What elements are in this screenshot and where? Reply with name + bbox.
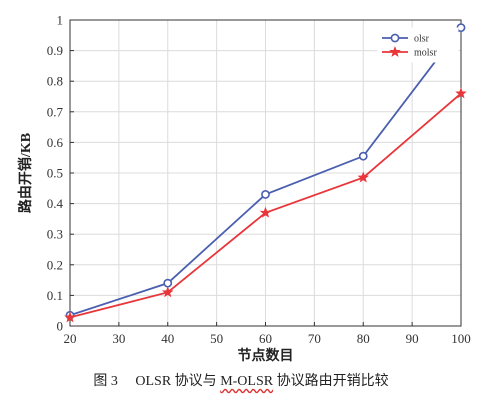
legend-swatch-marker: [390, 33, 400, 43]
x-tick-label: 60: [259, 331, 272, 346]
figure-caption: 图 3 OLSR 协议与 M-OLSR 协议路由开销比较: [0, 370, 482, 390]
series: [64, 23, 467, 323]
legend-label: olsr: [414, 34, 430, 45]
y-tick-label: 0.5: [47, 166, 63, 181]
axis-ticks: 20 30 40 50 60 70 80 90 100 0 0.1 0.2 0.3 0.4 0.5 0.6 0.…: [47, 13, 471, 347]
legend-box: [377, 27, 459, 63]
x-tick-label: 100: [451, 331, 471, 346]
y-tick-label: 0.3: [47, 227, 63, 242]
caption-text-part-2: M-OLSR: [220, 374, 274, 389]
x-tick-label: 40: [161, 331, 174, 346]
x-tick-label: 20: [64, 331, 77, 346]
data-point-olsr: [261, 190, 270, 199]
caption-text-part-3: 协议路由开销比较: [273, 374, 389, 389]
data-point-olsr: [163, 278, 173, 288]
y-tick-label: 0.1: [47, 288, 63, 303]
y-tick-label: 0.8: [47, 74, 63, 89]
y-tick-label: 0.4: [47, 196, 64, 211]
legend-item-olsr: olsr: [382, 34, 430, 45]
y-tick-label: 0.9: [47, 43, 63, 58]
legend-swatch-marker: [389, 45, 401, 57]
legend: olsr molsr: [377, 27, 459, 63]
y-tick-label: 0.6: [47, 135, 64, 150]
y-tick-label: 0: [57, 319, 64, 334]
grid: [69, 19, 462, 327]
data-point-molsr: [357, 171, 370, 183]
y-tick-label: 0.2: [47, 257, 63, 272]
data-point-molsr: [161, 286, 174, 298]
data-point-molsr: [259, 206, 272, 218]
x-tick-label: 30: [112, 331, 125, 346]
x-axis-title: 节点数目: [238, 347, 294, 364]
caption-text-part-1: OLSR 协议与: [135, 374, 221, 389]
x-tick-label: 70: [308, 331, 321, 346]
data-point-molsr: [455, 87, 467, 99]
series-molsr: [64, 87, 467, 323]
x-tick-label: 50: [210, 331, 223, 346]
data-point-olsr: [358, 151, 368, 161]
y-tick-label: 0.7: [47, 104, 64, 119]
x-tick-label: 80: [357, 331, 370, 346]
legend-label: molsr: [414, 48, 437, 59]
legend-item-molsr: molsr: [382, 45, 437, 59]
data-point-molsr: [64, 311, 76, 323]
caption-figure-number: 图 3: [93, 374, 118, 389]
x-tick-label: 90: [406, 331, 419, 346]
y-tick-label: 1: [57, 13, 64, 28]
y-axis-title: 路由开销/KB: [17, 133, 34, 213]
